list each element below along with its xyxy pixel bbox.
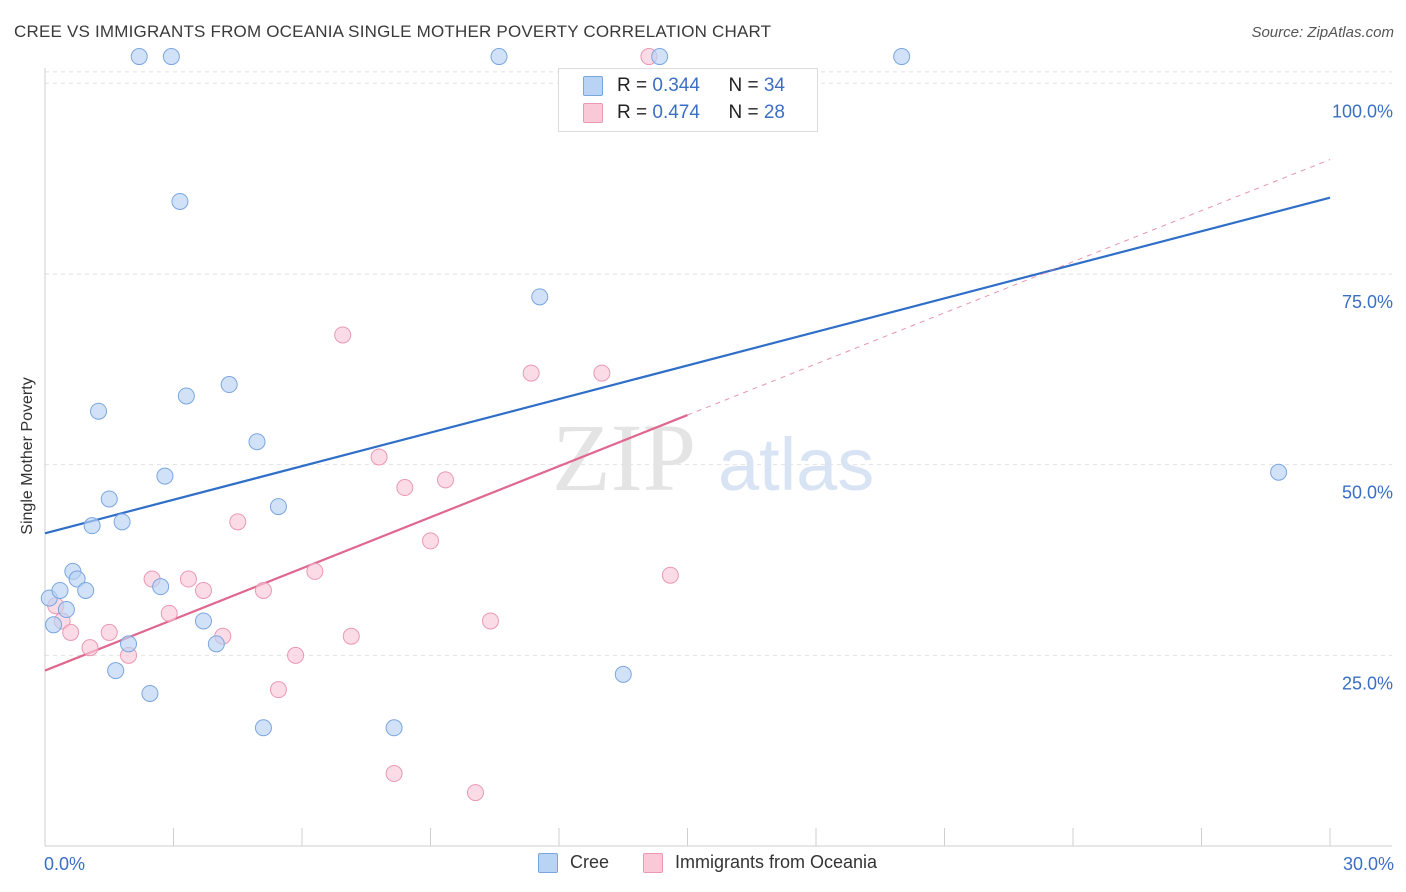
oceania-point <box>593 364 611 382</box>
oceania-point <box>396 479 414 497</box>
oceania-point <box>179 570 197 588</box>
oceania-point <box>62 623 80 641</box>
oceania-point <box>481 612 499 630</box>
cree-point <box>130 48 148 66</box>
y-tick-label: 25.0% <box>1342 673 1393 693</box>
oceania-point <box>287 646 305 664</box>
cree-r-value: 0.344 <box>652 75 700 96</box>
y-tick-label: 75.0% <box>1342 292 1393 312</box>
cree-point <box>1270 463 1288 481</box>
oceania-point <box>194 581 212 599</box>
oceania-n-label: N = <box>728 102 764 123</box>
oceania-point <box>160 604 178 622</box>
legend-cree-swatch <box>538 852 558 873</box>
cree-point <box>269 498 287 516</box>
cree-r-label: R = <box>617 75 653 96</box>
oceania-r-label: R = <box>617 102 653 123</box>
legend-oceania-label: Immigrants from Oceania <box>675 852 878 872</box>
cree-point <box>531 288 549 306</box>
oceania-r-value: 0.474 <box>652 102 700 123</box>
oceania-point <box>422 532 439 550</box>
oceania-swatch <box>583 103 603 123</box>
stats-legend: R = 0.344 N = 34 R = 0.474 N = 28 <box>558 68 818 132</box>
cree-point <box>893 48 911 66</box>
tick-label-layer: 25.0% 50.0% 75.0% 100.0% 0.0% 30.0% <box>44 101 1394 874</box>
cree-point <box>68 570 86 588</box>
legend-item-cree: Cree <box>538 852 609 873</box>
oceania-point <box>254 581 272 599</box>
y-tick-label: 50.0% <box>1342 483 1393 503</box>
oceania-trend-extension <box>687 159 1331 416</box>
cree-point <box>77 581 95 599</box>
cree-point <box>177 387 195 405</box>
watermark-layer: ZIP atlas <box>552 404 874 511</box>
oceania-point <box>466 784 484 802</box>
cree-point <box>194 612 212 630</box>
cree-point <box>207 635 225 653</box>
chart-title: CREE VS IMMIGRANTS FROM OCEANIA SINGLE M… <box>14 22 772 41</box>
source-label: Source: ZipAtlas.com <box>1251 24 1394 41</box>
cree-point <box>248 433 266 451</box>
legend-oceania-swatch <box>643 852 663 873</box>
cree-point <box>120 635 138 653</box>
oceania-n-value: 28 <box>763 102 785 123</box>
x-tick-label-min: 0.0% <box>44 854 85 874</box>
oceania-point <box>370 448 388 466</box>
cree-point <box>45 616 63 634</box>
grid-layer <box>45 71 1392 656</box>
oceania-trend-line <box>44 414 688 672</box>
stats-row-oceania: R = 0.474 N = 28 <box>583 100 785 126</box>
stats-row-cree: R = 0.344 N = 34 <box>583 73 785 99</box>
legend-item-oceania: Immigrants from Oceania <box>643 852 877 873</box>
cree-point <box>113 513 131 531</box>
axis-layer <box>44 68 1392 847</box>
cree-n-label: N = <box>728 75 764 96</box>
cree-point <box>57 601 75 619</box>
cree-point <box>385 719 403 737</box>
cree-point <box>254 719 272 737</box>
oceania-point <box>661 566 679 584</box>
cree-point <box>614 665 632 683</box>
cree-n-value: 34 <box>763 75 785 96</box>
cree-point <box>141 684 159 702</box>
oceania-point <box>269 681 287 699</box>
legend-cree-label: Cree <box>570 852 610 872</box>
oceania-point <box>81 639 99 657</box>
cree-swatch <box>583 76 603 96</box>
cree-point <box>162 48 180 66</box>
cree-point <box>651 48 669 66</box>
cree-point <box>100 490 118 508</box>
cree-point <box>171 192 189 210</box>
trend-layer <box>44 159 1331 672</box>
cree-point <box>152 578 170 596</box>
cree-point <box>490 48 508 66</box>
cree-point <box>220 376 238 394</box>
cree-point <box>107 662 125 680</box>
oceania-point <box>306 562 324 580</box>
cree-point <box>51 581 69 599</box>
oceania-point <box>385 765 403 783</box>
watermark-atlas: atlas <box>718 423 874 506</box>
oceania-point <box>436 471 454 489</box>
cree-point <box>83 517 101 535</box>
point-layer <box>40 48 1288 802</box>
cree-point <box>90 402 108 420</box>
y-tick-label: 100.0% <box>1332 101 1393 121</box>
cree-point <box>156 467 174 485</box>
oceania-point <box>229 513 247 531</box>
oceania-point <box>100 623 118 641</box>
oceania-point <box>334 326 352 344</box>
oceania-point <box>522 364 540 382</box>
x-tick-label-max: 30.0% <box>1343 854 1394 874</box>
oceania-point <box>342 627 360 645</box>
cree-trend-line <box>44 196 1331 535</box>
